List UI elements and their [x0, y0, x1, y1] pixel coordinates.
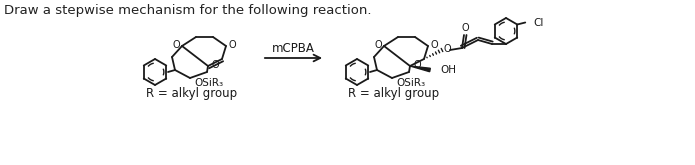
Text: O: O — [430, 40, 438, 50]
Text: OSiR₃: OSiR₃ — [195, 78, 224, 88]
Text: mCPBA: mCPBA — [272, 43, 315, 55]
Text: O: O — [228, 40, 236, 50]
Text: O: O — [461, 23, 469, 33]
Text: Draw a stepwise mechanism for the following reaction.: Draw a stepwise mechanism for the follow… — [4, 4, 372, 17]
Text: R = alkyl group: R = alkyl group — [147, 86, 238, 99]
Text: Cl: Cl — [533, 17, 543, 28]
Text: O: O — [374, 40, 382, 50]
Text: O: O — [172, 40, 180, 50]
Text: O: O — [414, 60, 420, 70]
Polygon shape — [410, 66, 430, 72]
Text: OH: OH — [440, 65, 456, 75]
Text: OSiR₃: OSiR₃ — [396, 78, 425, 88]
Text: O: O — [211, 60, 219, 70]
Text: O: O — [443, 44, 451, 54]
Text: R = alkyl group: R = alkyl group — [348, 86, 439, 99]
